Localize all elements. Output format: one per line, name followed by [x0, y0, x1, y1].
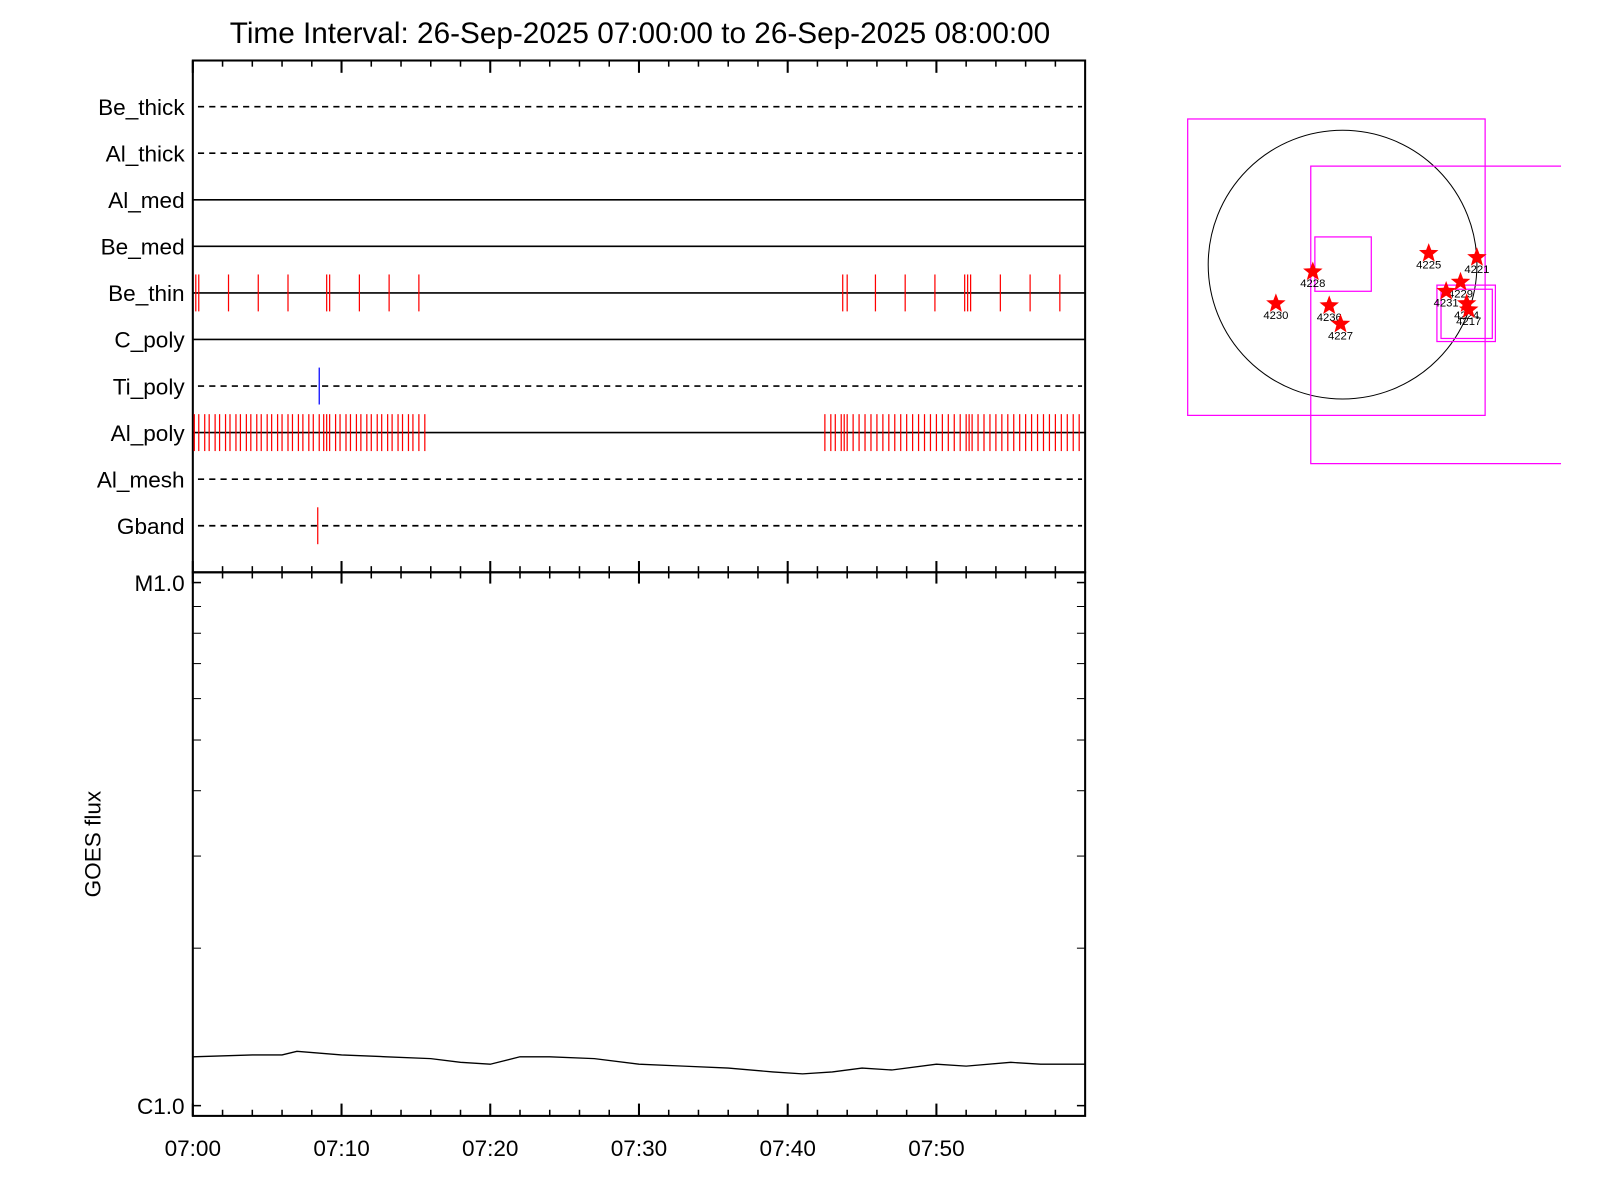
region-star [1330, 313, 1351, 333]
fov-box [1436, 284, 1496, 343]
channel-label: Be_thin [108, 281, 184, 306]
chart-title: Time Interval: 26-Sep-2025 07:00:00 to 2… [230, 17, 1050, 50]
channel-label: Ti_poly [113, 374, 186, 399]
region-label: 4230 [1263, 310, 1288, 322]
channel-label: Al_med [108, 188, 184, 213]
goes-panel-frame [191, 571, 1087, 1117]
region-star [1458, 299, 1479, 319]
region-star [1450, 271, 1471, 291]
y-tick-label: M1.0 [134, 571, 184, 596]
goes-flux-line [192, 1050, 1086, 1075]
x-tick-label: 07:20 [462, 1136, 518, 1161]
x-tick-label: 07:10 [313, 1136, 369, 1161]
region-label: 4231 [1434, 298, 1459, 310]
region-star [1319, 295, 1339, 314]
region-label: 4225 [1416, 260, 1441, 272]
region-star [1467, 247, 1487, 266]
region-label: 4228 [1300, 278, 1325, 290]
solar-disk [1207, 129, 1478, 400]
region-label: 4227 [1328, 330, 1353, 342]
region-star [1303, 261, 1323, 281]
region-star [1436, 281, 1456, 300]
fov-box [1310, 165, 1562, 465]
x-tick-label: 07:50 [908, 1136, 964, 1161]
fov-box [1314, 236, 1372, 292]
region-star [1266, 293, 1286, 312]
x-tick-label: 07:40 [759, 1136, 815, 1161]
event-panel-frame [191, 59, 1087, 574]
region-star [1418, 243, 1439, 262]
fov-box [1187, 118, 1486, 416]
channel-label: Al_mesh [97, 467, 185, 492]
x-tick-label: 07:00 [165, 1136, 221, 1161]
region-star [1456, 293, 1477, 312]
region-label: 4217 [1456, 316, 1481, 328]
fov-box [1440, 288, 1493, 340]
channel-label: Be_med [101, 235, 185, 260]
x-tick-label: 07:30 [611, 1136, 667, 1161]
channel-label: Al_poly [111, 421, 186, 446]
channel-label: Al_thick [106, 141, 186, 166]
y-tick-label: C1.0 [137, 1094, 185, 1119]
channel-label: C_poly [114, 328, 185, 353]
channel-label: Gband [117, 514, 185, 539]
channel-label: Be_thick [98, 95, 185, 120]
y-axis-label: GOES flux [81, 790, 106, 897]
region-label: 4221 [1464, 264, 1489, 276]
